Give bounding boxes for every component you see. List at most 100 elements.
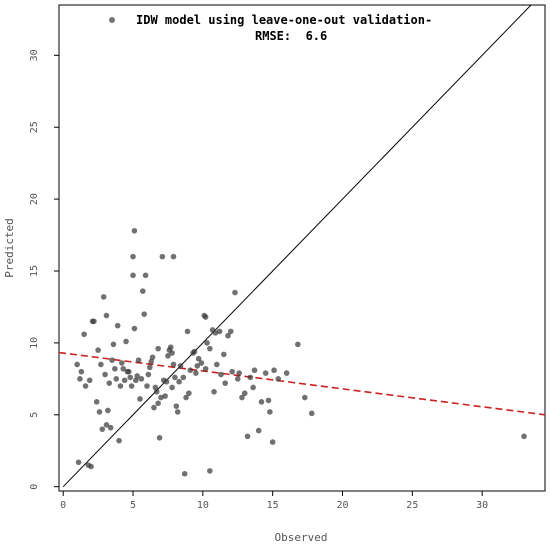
data-point — [75, 459, 82, 466]
data-point — [138, 376, 145, 382]
data-point — [184, 328, 191, 335]
data-point — [130, 253, 136, 260]
data-point — [74, 361, 80, 368]
data-point — [135, 357, 142, 363]
data-point — [191, 348, 198, 355]
data-point — [174, 409, 181, 415]
data-point — [211, 388, 217, 395]
data-point — [93, 399, 100, 405]
data-point — [186, 390, 192, 397]
data-point — [227, 328, 234, 335]
x-tick-label: 15 — [267, 500, 279, 511]
data-point — [202, 314, 209, 320]
data-point — [187, 367, 194, 374]
legend: IDW model using leave-one-out validation… — [109, 13, 432, 43]
y-tick-label: 0 — [29, 484, 40, 490]
data-point — [103, 312, 110, 319]
data-point — [198, 360, 205, 366]
data-point — [96, 409, 103, 415]
data-point — [194, 363, 201, 369]
data-point — [308, 410, 315, 417]
data-point — [153, 388, 160, 395]
data-point — [269, 439, 276, 445]
x-tick-label: 5 — [130, 500, 136, 511]
data-point — [121, 377, 128, 384]
y-tick-label: 20 — [29, 193, 40, 205]
x-tick-label: 10 — [197, 500, 209, 511]
data-point — [141, 311, 147, 317]
data-point — [109, 357, 115, 363]
data-point — [144, 383, 150, 389]
data-point — [116, 437, 122, 444]
data-point — [247, 374, 254, 381]
x-tick-label: 30 — [476, 500, 488, 511]
data-point — [155, 400, 161, 407]
data-point — [220, 351, 227, 358]
data-point — [102, 371, 108, 378]
data-point — [77, 376, 83, 382]
data-point — [134, 373, 141, 379]
data-point — [170, 253, 177, 260]
data-point — [156, 434, 163, 441]
data-point — [163, 378, 170, 385]
data-point — [275, 376, 282, 382]
data-point — [521, 433, 527, 440]
data-point — [110, 341, 117, 348]
data-point — [155, 345, 161, 352]
x-tick-label: 0 — [60, 500, 66, 511]
data-point — [159, 253, 166, 260]
data-point — [265, 397, 272, 404]
x-tick-label: 20 — [336, 500, 348, 511]
y-tick-label: 25 — [29, 121, 40, 133]
data-point — [127, 374, 134, 381]
data-point — [232, 289, 238, 296]
data-point — [99, 426, 106, 432]
data-point — [152, 384, 159, 391]
data-point — [258, 399, 265, 405]
data-point — [113, 376, 120, 382]
data-point — [139, 288, 146, 294]
data-point — [241, 390, 248, 397]
data-point — [207, 345, 213, 352]
data-point — [195, 355, 202, 362]
data-point — [105, 407, 111, 414]
x-tick-label: 25 — [406, 500, 418, 511]
data-point — [165, 353, 171, 359]
data-point — [162, 393, 168, 399]
data-point — [216, 328, 223, 335]
data-point — [146, 364, 153, 371]
data-point — [149, 354, 156, 361]
data-point — [177, 363, 184, 369]
data-point — [170, 361, 177, 368]
data-point — [218, 371, 224, 378]
data-point — [172, 374, 178, 381]
data-point — [295, 341, 301, 348]
data-point — [283, 370, 290, 376]
data-point — [193, 370, 199, 376]
data-point — [250, 384, 256, 391]
data-point — [98, 361, 104, 368]
data-point — [128, 383, 135, 389]
y-tick-label: 5 — [29, 412, 40, 418]
data-point — [251, 367, 258, 374]
data-point — [142, 272, 149, 279]
data-point — [255, 427, 262, 434]
data-point — [131, 227, 138, 234]
legend-line-1: IDW model using leave-one-out validation… — [136, 13, 432, 27]
data-point — [180, 374, 187, 381]
data-point — [301, 394, 308, 401]
y-axis: 0 5 10 15 20 25 30 — [29, 49, 59, 490]
y-tick-label: 30 — [29, 49, 40, 61]
data-point — [81, 331, 87, 338]
data-point — [114, 322, 121, 329]
data-point — [78, 368, 85, 375]
data-point — [183, 394, 189, 401]
data-point — [176, 378, 182, 385]
data-point — [95, 347, 101, 353]
data-point — [234, 376, 241, 382]
data-point — [112, 365, 118, 372]
data-point — [236, 370, 242, 376]
data-points — [74, 227, 527, 477]
data-point — [86, 377, 93, 384]
identity-line — [62, 5, 532, 488]
